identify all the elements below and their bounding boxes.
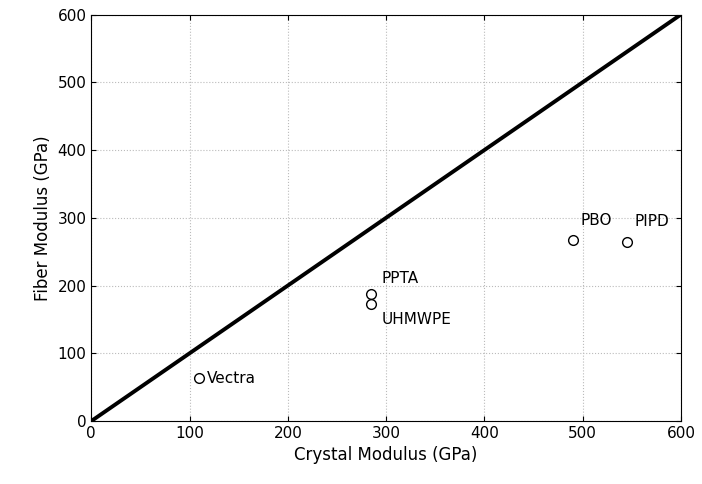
- Text: UHMWPE: UHMWPE: [381, 312, 451, 327]
- Y-axis label: Fiber Modulus (GPa): Fiber Modulus (GPa): [34, 135, 52, 301]
- X-axis label: Crystal Modulus (GPa): Crystal Modulus (GPa): [294, 447, 478, 465]
- Text: Vectra: Vectra: [207, 371, 256, 386]
- Text: PPTA: PPTA: [381, 271, 418, 286]
- Text: PIPD: PIPD: [635, 214, 670, 229]
- Text: PBO: PBO: [581, 213, 612, 228]
